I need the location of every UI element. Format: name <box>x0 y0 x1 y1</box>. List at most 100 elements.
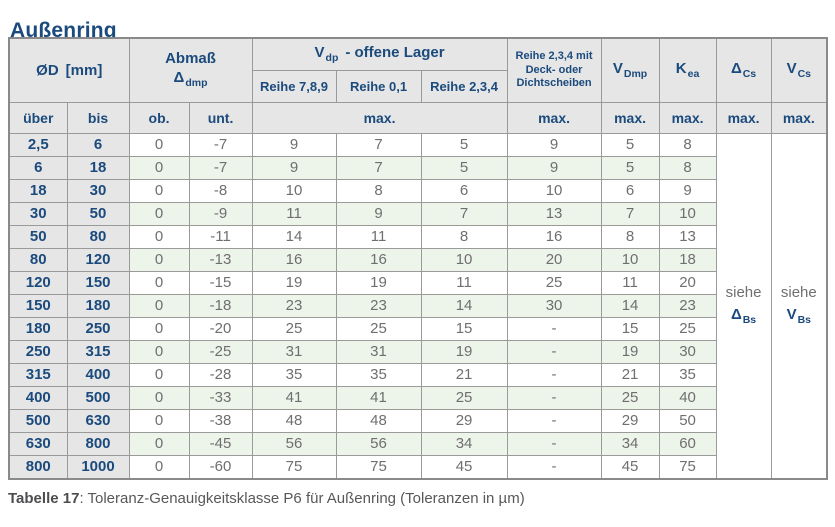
cell-vdmp: 11 <box>600 270 660 295</box>
cell-unt: -20 <box>188 316 253 341</box>
col-header-reihe-789: Reihe 7,8,9 <box>251 69 337 103</box>
cell-ueber: 18 <box>8 178 68 203</box>
table-row: 2,5 6 0 -7 9 7 5 9 5 8 siehe ΔBs siehe VBs <box>8 132 828 479</box>
cell-r01: 41 <box>335 385 422 410</box>
diameter-unit: [mm] <box>65 61 103 79</box>
col-header-vdmp: VDmp <box>600 37 660 103</box>
page-title: Außenring <box>10 19 117 43</box>
abmass-symbol: Δdmp <box>173 69 208 90</box>
cell-kea: 18 <box>658 247 717 272</box>
cell-unt: -8 <box>188 178 253 203</box>
table-row: 80 120 0 -13 16 16 10 20 10 18 <box>8 247 827 272</box>
cell-r234: 29 <box>420 408 508 433</box>
cell-ob: 0 <box>128 431 190 456</box>
cell-ob: 0 <box>128 270 190 295</box>
cell-r234: 19 <box>420 339 508 364</box>
cell-r234: 45 <box>420 454 508 479</box>
cell-bis: 400 <box>66 362 130 387</box>
cell-bis: 50 <box>66 201 130 226</box>
cell-ueber: 630 <box>8 431 68 456</box>
cell-r789: 48 <box>251 408 337 433</box>
cell-ob: 0 <box>128 224 190 249</box>
cell-kea: 8 <box>658 155 717 180</box>
cell-r789: 11 <box>251 201 337 226</box>
cell-bis: 6 <box>66 132 130 157</box>
table-row: 500 630 0 -38 48 48 29-29 50 <box>8 408 827 433</box>
cell-unt: -28 <box>188 362 253 387</box>
table-row: 50 80 0 -11 14 11 8 16 8 13 <box>8 224 827 249</box>
cell-unt: -38 <box>188 408 253 433</box>
cell-bis: 30 <box>66 178 130 203</box>
siehe-delta-bs-cell: siehe ΔBs <box>715 132 772 479</box>
cell-r789: 31 <box>251 339 337 364</box>
table-row: 250 315 0 -25 31 31 19-19 30 <box>8 339 827 364</box>
table-body: 2,5 6 0 -7 9 7 5 9 5 8 siehe ΔBs siehe VBs 6 18 0 -7 9 7 5 9 5… <box>8 132 828 479</box>
cell-sealed: - <box>506 316 602 341</box>
cell-sealed: 10 <box>506 178 602 203</box>
col-header-reihe-234: Reihe 2,3,4 <box>420 69 508 103</box>
cell-r01: 7 <box>335 132 422 157</box>
col-header-kea: Kea <box>658 37 717 103</box>
cell-kea: 50 <box>658 408 717 433</box>
cell-r789: 16 <box>251 247 337 272</box>
cell-sealed: - <box>506 362 602 387</box>
cell-ob: 0 <box>128 132 190 157</box>
cell-r789: 9 <box>251 155 337 180</box>
cell-r01: 31 <box>335 339 422 364</box>
cell-kea: 75 <box>658 454 717 479</box>
cell-ob: 0 <box>128 155 190 180</box>
cell-ueber: 30 <box>8 201 68 226</box>
cell-r789: 9 <box>251 132 337 157</box>
col-subheader-max-sealed: max. <box>506 101 602 134</box>
cell-vdmp: 5 <box>600 155 660 180</box>
cell-sealed: - <box>506 408 602 433</box>
cell-r01: 25 <box>335 316 422 341</box>
cell-sealed: 16 <box>506 224 602 249</box>
cell-vdmp: 10 <box>600 247 660 272</box>
cell-unt: -7 <box>188 132 253 157</box>
cell-vdmp: 14 <box>600 293 660 318</box>
cell-bis: 150 <box>66 270 130 295</box>
cell-sealed: 9 <box>506 155 602 180</box>
cell-r789: 56 <box>251 431 337 456</box>
table-row: 800 1000 0 -60 75 75 45-45 75 <box>8 454 827 479</box>
cell-r789: 35 <box>251 362 337 387</box>
cell-kea: 8 <box>658 132 717 157</box>
cell-r01: 16 <box>335 247 422 272</box>
cell-kea: 13 <box>658 224 717 249</box>
cell-bis: 630 <box>66 408 130 433</box>
cell-bis: 1000 <box>66 454 130 479</box>
table-row: 150 180 0 -18 23 23 14 30 14 23 <box>8 293 827 318</box>
cell-vdmp: 25 <box>600 385 660 410</box>
cell-vdmp: 5 <box>600 132 660 157</box>
col-subheader-ob: ob. <box>128 101 190 134</box>
cell-ob: 0 <box>128 178 190 203</box>
cell-kea: 35 <box>658 362 717 387</box>
col-header-delta-cs: ΔCs <box>715 37 772 103</box>
col-header-sealed: Reihe 2,3,4 mit Deck- oder Dichtscheiben <box>506 37 602 103</box>
col-header-abmass: Abmaß Δdmp <box>128 37 253 103</box>
cell-r789: 75 <box>251 454 337 479</box>
siehe-v-bs-cell: siehe VBs <box>770 132 828 479</box>
cell-unt: -9 <box>188 201 253 226</box>
cell-r234: 5 <box>420 132 508 157</box>
tolerance-table: ØD [mm] Abmaß Δdmp Vdp - offene Lager Reih… <box>8 37 829 480</box>
cell-r01: 75 <box>335 454 422 479</box>
cell-bis: 800 <box>66 431 130 456</box>
table-row: 630 800 0 -45 56 56 34-34 60 <box>8 431 827 456</box>
cell-vdmp: 7 <box>600 201 660 226</box>
cell-bis: 315 <box>66 339 130 364</box>
cell-ueber: 150 <box>8 293 68 318</box>
col-subheader-ueber: über <box>8 101 68 134</box>
cell-r234: 34 <box>420 431 508 456</box>
cell-ueber: 250 <box>8 339 68 364</box>
cell-unt: -7 <box>188 155 253 180</box>
cell-vdmp: 34 <box>600 431 660 456</box>
table-row: 315 400 0 -28 35 35 21-21 35 <box>8 362 827 387</box>
table-row: 180 250 0 -20 25 25 15-15 25 <box>8 316 827 341</box>
cell-ueber: 2,5 <box>8 132 68 157</box>
col-subheader-bis: bis <box>66 101 130 134</box>
cell-bis: 500 <box>66 385 130 410</box>
cell-vdmp: 29 <box>600 408 660 433</box>
cell-vdmp: 45 <box>600 454 660 479</box>
